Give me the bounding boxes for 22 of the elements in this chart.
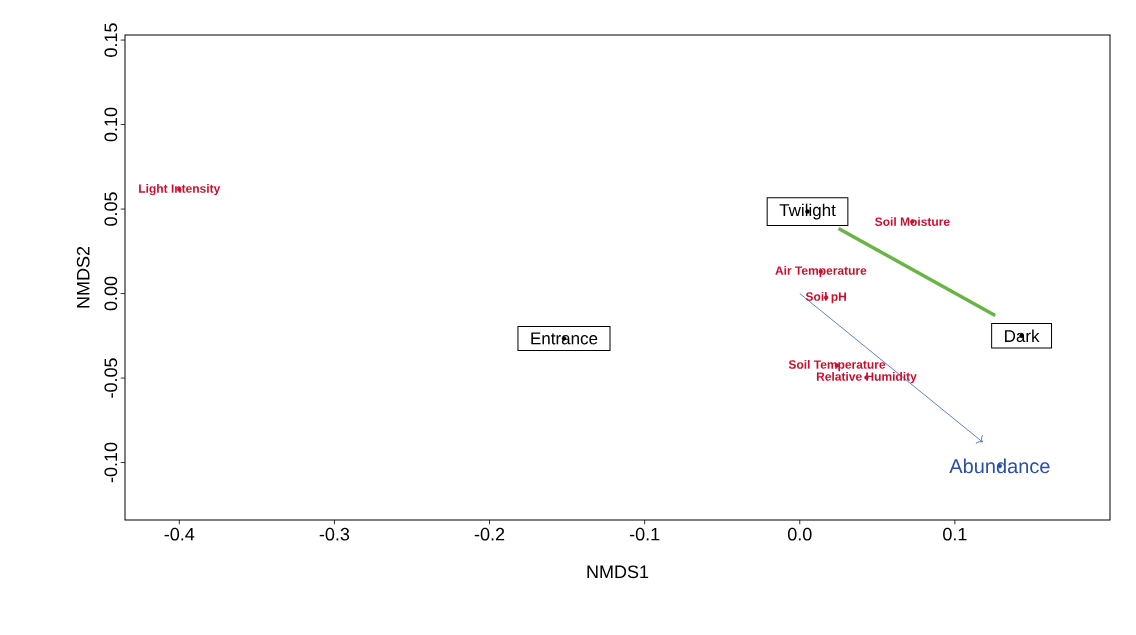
x-tick-label: -0.3 <box>319 527 350 541</box>
x-axis-title: NMDS1 <box>587 565 649 579</box>
y-tick-label: -0.10 <box>104 442 118 483</box>
x-tick-label: 0.1 <box>943 527 967 541</box>
data-label: Air Temperature <box>775 266 867 278</box>
y-tick-label: 0.15 <box>104 23 118 57</box>
data-label: Entrance <box>531 332 598 345</box>
x-tick-label: -0.4 <box>164 527 195 541</box>
y-tick-label: 0.00 <box>104 276 118 311</box>
data-label: Abundance <box>949 458 1050 474</box>
x-tick-label: 0.0 <box>787 527 812 541</box>
data-label: Dark <box>1005 329 1040 343</box>
y-tick-label: -0.05 <box>104 358 118 398</box>
y-tick-label: 0.10 <box>104 107 118 142</box>
data-label: Twilight <box>779 203 836 220</box>
data-label: Relative Humidity <box>816 371 917 384</box>
y-tick-label: 0.05 <box>104 192 118 226</box>
data-label: Light Intensity <box>139 184 221 196</box>
y-axis-title: NMDS2 <box>76 246 90 308</box>
x-tick-label: -0.1 <box>629 527 660 541</box>
data-label: Soil Temperature <box>788 359 886 372</box>
x-tick-label: -0.2 <box>474 527 505 541</box>
